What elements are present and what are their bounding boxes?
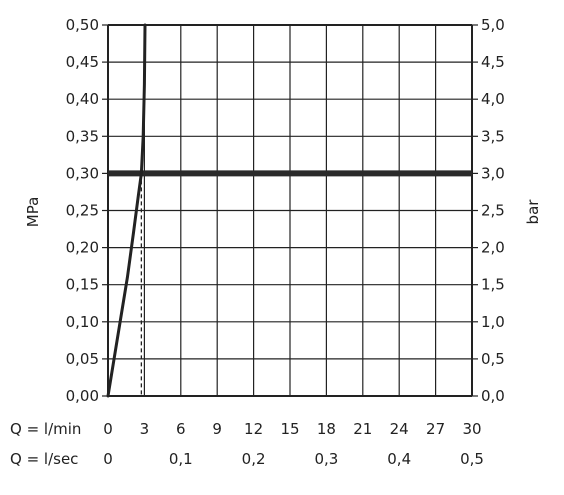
x-tick-label-lsec: 0,4: [387, 450, 411, 468]
left-tick-label: 0,45: [66, 53, 99, 71]
right-tick-label: 4,0: [481, 90, 505, 108]
x-tick-label-lsec: 0,1: [169, 450, 193, 468]
series-line: [106, 23, 147, 398]
left-tick-label: 0,40: [66, 90, 99, 108]
right-tick-label: 0,5: [481, 350, 505, 368]
right-tick-label: 2,5: [481, 202, 505, 220]
x-tick-label-lmin: 9: [212, 420, 222, 438]
x-axis-title-lsec: Q = l/sec: [10, 450, 78, 468]
x-tick-label-lsec: 0,2: [242, 450, 266, 468]
left-tick-label: 0,15: [66, 276, 99, 294]
reference-layer: [108, 170, 472, 396]
left-tick-label: 0,25: [66, 202, 99, 220]
right-tick-label: 2,0: [481, 239, 505, 257]
x-tick-label-lmin: 12: [244, 420, 263, 438]
right-tick-label: 1,5: [481, 276, 505, 294]
right-tick-label: 0,0: [481, 387, 505, 405]
x-tick-label-lmin: 21: [353, 420, 372, 438]
right-tick-label: 3,5: [481, 127, 505, 145]
x-tick-label-lsec: 0,5: [460, 450, 484, 468]
x-tick-label-lsec: 0: [103, 450, 113, 468]
right-tick-label: 1,0: [481, 313, 505, 331]
x-tick-label-lmin: 30: [462, 420, 481, 438]
x-tick-label-lmin: 24: [390, 420, 409, 438]
left-axis-title: MPa: [24, 197, 42, 228]
left-tick-label: 0,00: [66, 387, 99, 405]
series-layer: [106, 23, 147, 398]
left-tick-label: 0,50: [66, 16, 99, 34]
x-tick-label-lmin: 15: [280, 420, 299, 438]
right-tick-label: 4,5: [481, 53, 505, 71]
x-tick-label-lmin: 18: [317, 420, 336, 438]
right-tick-label: 3,0: [481, 164, 505, 182]
left-tick-label: 0,35: [66, 127, 99, 145]
x-tick-label-lmin: 27: [426, 420, 445, 438]
labels: 0,000,050,100,150,200,250,300,350,400,45…: [10, 16, 542, 468]
grid: [102, 24, 478, 397]
x-tick-label-lmin: 3: [140, 420, 150, 438]
right-tick-label: 5,0: [481, 16, 505, 34]
left-tick-label: 0,05: [66, 350, 99, 368]
left-tick-label: 0,10: [66, 313, 99, 331]
right-axis-title: bar: [524, 199, 542, 225]
x-tick-label-lmin: 6: [176, 420, 186, 438]
x-axis-title-lmin: Q = l/min: [10, 420, 81, 438]
left-tick-label: 0,30: [66, 164, 99, 182]
x-tick-label-lmin: 0: [103, 420, 113, 438]
x-tick-label-lsec: 0,3: [314, 450, 338, 468]
left-tick-label: 0,20: [66, 239, 99, 257]
